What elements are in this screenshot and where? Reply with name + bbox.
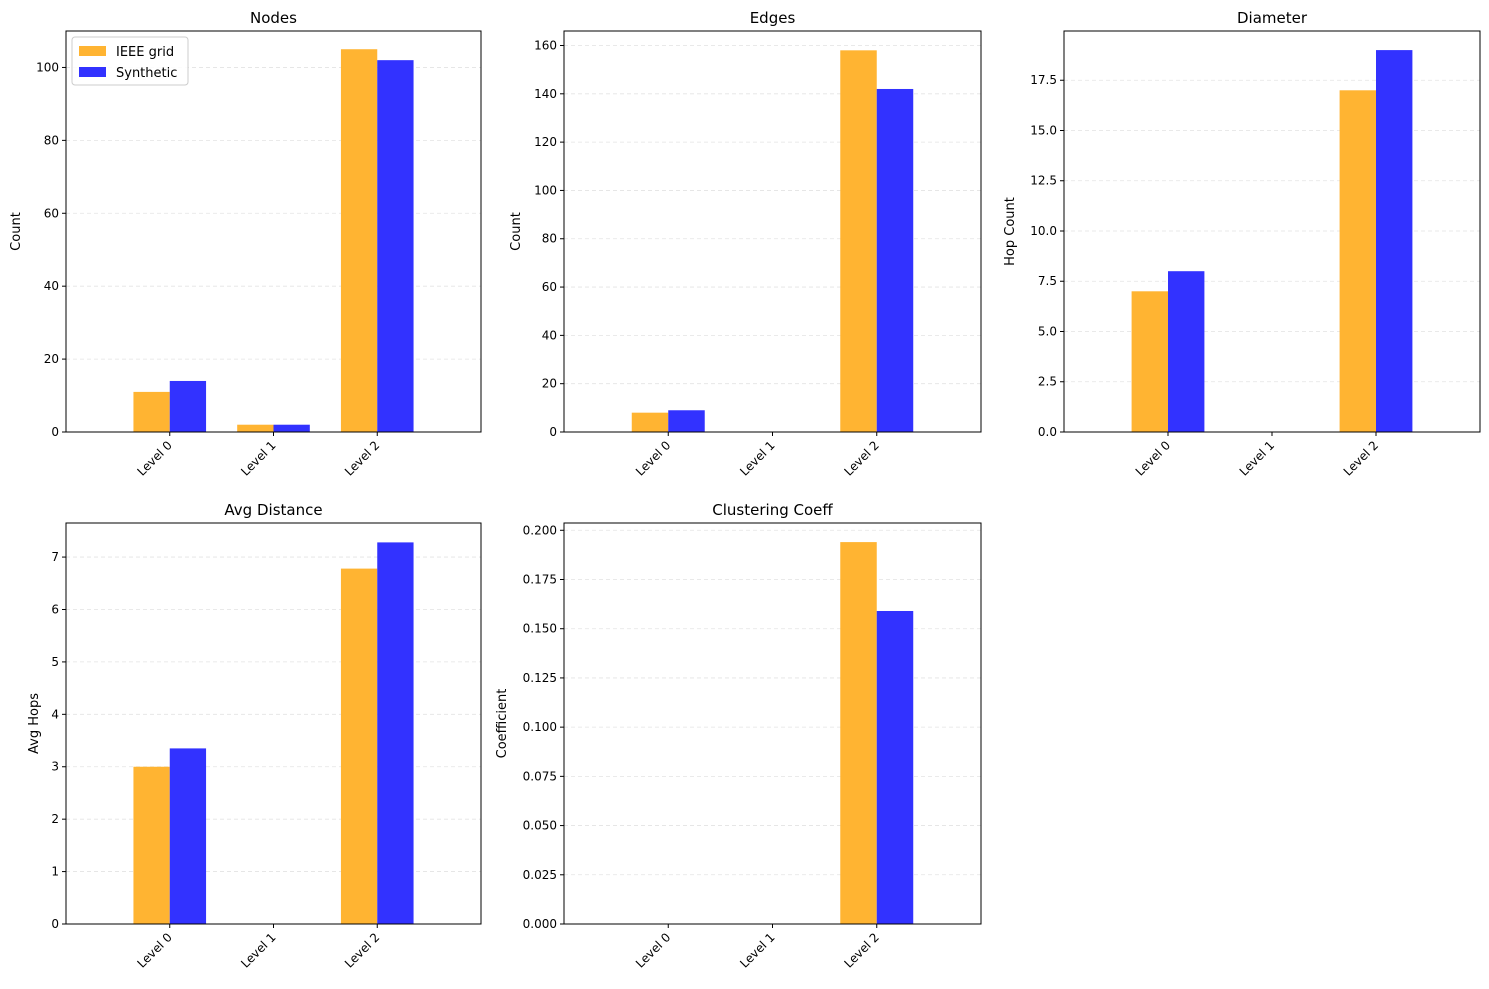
y-tick-label: 15.0 — [1030, 123, 1057, 137]
bar-ieee-grid-level-0 — [1131, 291, 1168, 432]
bar-ieee-grid-level-2 — [840, 50, 877, 432]
chart-title: Avg Distance — [224, 501, 322, 519]
chart-title: Clustering Coeff — [712, 501, 833, 519]
y-tick-label: 10.0 — [1030, 224, 1057, 238]
legend-label-synthetic: Synthetic — [116, 66, 177, 81]
chart-title: Edges — [750, 9, 796, 27]
y-tick-label: 20 — [44, 352, 59, 366]
y-tick-label: 3 — [51, 760, 59, 774]
chart-title: Nodes — [250, 9, 297, 27]
bar-synthetic-level-0 — [1168, 271, 1205, 432]
y-axis-label: Hop Count — [1003, 197, 1018, 266]
y-tick-label: 0 — [549, 425, 557, 439]
bar-synthetic-level-2 — [377, 542, 414, 924]
y-axis-label: Count — [509, 212, 524, 251]
y-tick-label: 0.125 — [523, 671, 557, 685]
y-tick-label: 12.5 — [1030, 174, 1057, 188]
y-tick-label: 1 — [51, 865, 59, 879]
legend-swatch-ieee-grid — [79, 46, 106, 56]
bar-synthetic-level-1 — [273, 424, 310, 432]
y-tick-label: 6 — [51, 602, 59, 616]
y-tick-label: 0.025 — [523, 868, 557, 882]
y-axis-label: Count — [9, 212, 24, 251]
y-tick-label: 0.175 — [523, 572, 557, 586]
y-tick-label: 0.050 — [523, 819, 557, 833]
bar-ieee-grid-level-2 — [1339, 90, 1376, 432]
y-tick-label: 17.5 — [1030, 73, 1057, 87]
y-tick-label: 0 — [51, 425, 59, 439]
y-tick-label: 40 — [542, 328, 557, 342]
y-tick-label: 0.000 — [523, 917, 557, 931]
y-tick-label: 0.0 — [1038, 425, 1057, 439]
bar-ieee-grid-level-1 — [237, 424, 274, 432]
y-axis-label: Avg Hops — [27, 693, 42, 754]
bar-ieee-grid-level-0 — [631, 412, 669, 432]
bar-synthetic-level-0 — [169, 380, 207, 432]
y-tick-label: 4 — [51, 707, 59, 721]
bar-synthetic-level-0 — [169, 748, 207, 924]
bar-ieee-grid-level-0 — [133, 391, 170, 432]
y-tick-label: 100 — [534, 183, 557, 197]
y-tick-label: 20 — [542, 377, 557, 391]
bar-synthetic-level-2 — [377, 60, 414, 432]
chart-title: Diameter — [1237, 9, 1308, 27]
y-tick-label: 5.0 — [1038, 324, 1057, 338]
y-tick-label: 140 — [534, 87, 557, 101]
bar-synthetic-level-2 — [876, 88, 914, 433]
legend-label-ieee-grid: IEEE grid — [116, 45, 174, 60]
y-tick-label: 2.5 — [1038, 375, 1057, 389]
bar-synthetic-level-2 — [1376, 50, 1413, 432]
y-tick-label: 5 — [51, 655, 59, 669]
y-tick-label: 0.075 — [523, 769, 557, 783]
y-tick-label: 60 — [542, 280, 557, 294]
y-tick-label: 7 — [51, 550, 59, 564]
y-tick-label: 60 — [44, 206, 59, 220]
bar-ieee-grid-level-2 — [840, 542, 877, 924]
bar-ieee-grid-level-2 — [340, 49, 378, 433]
y-tick-label: 40 — [44, 279, 59, 293]
y-tick-label: 160 — [534, 38, 557, 52]
y-tick-label: 80 — [44, 133, 59, 147]
y-tick-label: 7.5 — [1038, 274, 1057, 288]
y-tick-label: 2 — [51, 812, 59, 826]
y-tick-label: 0.100 — [523, 720, 557, 734]
bar-synthetic-level-0 — [668, 410, 705, 432]
y-tick-label: 120 — [534, 135, 557, 149]
y-tick-label: 80 — [542, 232, 557, 246]
y-axis-label: Coefficient — [495, 689, 510, 759]
y-tick-label: 100 — [36, 60, 59, 74]
bar-ieee-grid-level-0 — [133, 766, 170, 924]
y-tick-label: 0.150 — [523, 622, 557, 636]
y-tick-label: 0 — [51, 917, 59, 931]
legend-swatch-synthetic — [79, 67, 106, 77]
bar-synthetic-level-2 — [876, 610, 914, 924]
panel-clustering-coeff: 0.000 0.025 0.050 0.075 0.100 0.125 0.150 0.175… — [495, 501, 982, 971]
y-tick-label: 0.200 — [523, 523, 557, 537]
bar-ieee-grid-level-2 — [340, 568, 378, 924]
